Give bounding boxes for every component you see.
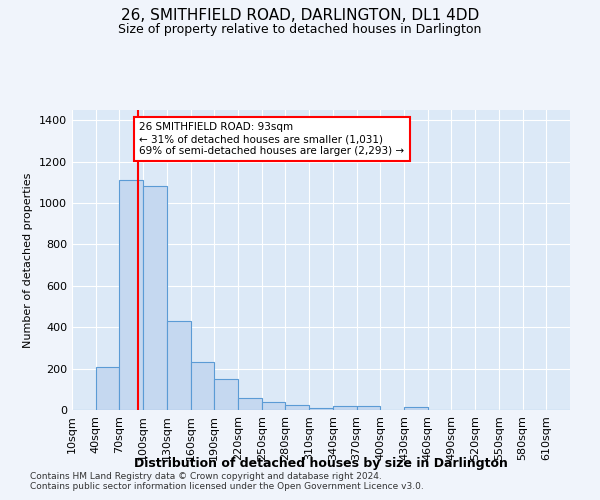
Y-axis label: Number of detached properties: Number of detached properties: [23, 172, 34, 348]
Text: Contains HM Land Registry data © Crown copyright and database right 2024.: Contains HM Land Registry data © Crown c…: [30, 472, 382, 481]
Bar: [356, 406, 380, 410]
Bar: [96, 366, 119, 410]
Bar: [286, 405, 309, 410]
Text: 26, SMITHFIELD ROAD, DARLINGTON, DL1 4DD: 26, SMITHFIELD ROAD, DARLINGTON, DL1 4DD: [121, 8, 479, 22]
Bar: [143, 186, 167, 410]
Bar: [214, 380, 238, 410]
Bar: [119, 180, 143, 410]
Text: Distribution of detached houses by size in Darlington: Distribution of detached houses by size …: [134, 458, 508, 470]
Bar: [309, 408, 333, 410]
Text: Contains public sector information licensed under the Open Government Licence v3: Contains public sector information licen…: [30, 482, 424, 491]
Text: Size of property relative to detached houses in Darlington: Size of property relative to detached ho…: [118, 22, 482, 36]
Text: 26 SMITHFIELD ROAD: 93sqm
← 31% of detached houses are smaller (1,031)
69% of se: 26 SMITHFIELD ROAD: 93sqm ← 31% of detac…: [139, 122, 404, 156]
Bar: [191, 362, 214, 410]
Bar: [404, 407, 428, 410]
Bar: [238, 398, 262, 410]
Bar: [167, 321, 191, 410]
Bar: [333, 406, 356, 410]
Bar: [262, 402, 286, 410]
